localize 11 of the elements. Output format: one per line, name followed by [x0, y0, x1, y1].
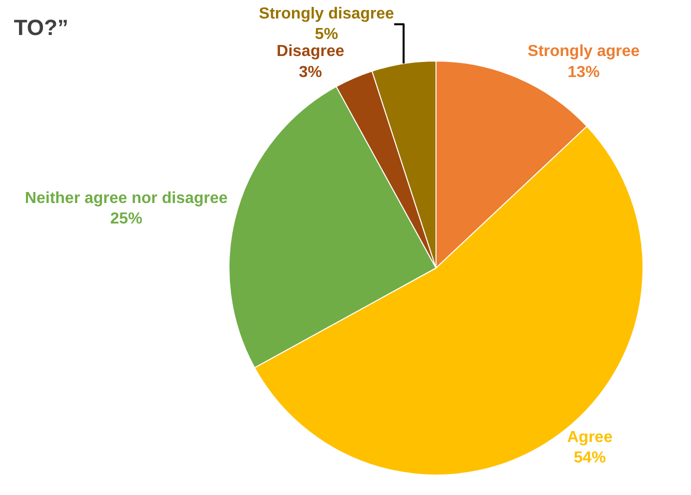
- slice-label: Neither agree nor disagree: [24, 190, 228, 207]
- slice-label: Agree: [567, 428, 613, 446]
- chart-title: TO?”: [14, 15, 68, 40]
- data-label: 25%: [110, 210, 142, 228]
- slice-label: Strongly disagree: [258, 5, 394, 22]
- data-label: 13%: [568, 64, 600, 82]
- data-label: 54%: [574, 450, 606, 467]
- slice-label: Disagree: [276, 43, 344, 60]
- slice-label: Strongly agree: [528, 43, 640, 60]
- data-label: 3%: [298, 64, 322, 82]
- data-label: 5%: [314, 26, 338, 44]
